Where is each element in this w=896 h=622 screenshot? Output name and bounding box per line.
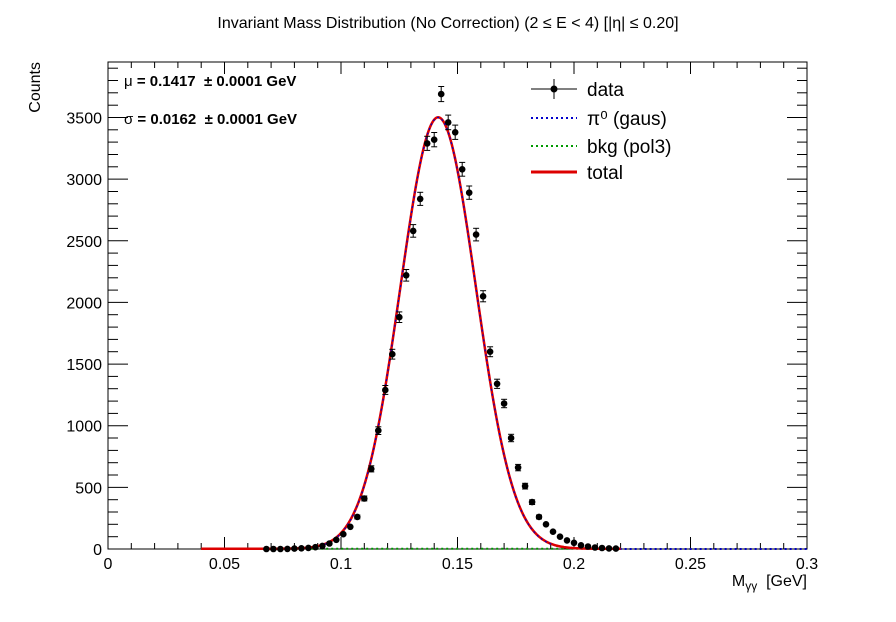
data-point <box>514 464 522 471</box>
data-point <box>500 400 508 407</box>
data-point <box>396 313 403 321</box>
data-point <box>521 482 529 490</box>
x-tick-label: 0.1 <box>330 556 352 573</box>
legend-label-bkg: bkg (pol3) <box>587 137 672 158</box>
data-point <box>340 530 347 538</box>
x-tick-label: 0.15 <box>442 556 473 573</box>
data-point <box>319 542 326 550</box>
y-axis-title: Counts <box>27 62 44 113</box>
data-points <box>263 86 620 553</box>
x-axis-title-main: M <box>732 573 745 590</box>
data-point <box>563 537 571 544</box>
data-point <box>284 545 291 553</box>
data-point <box>570 539 578 547</box>
data-point <box>277 545 284 553</box>
data-point <box>493 380 501 388</box>
data-point <box>584 543 592 550</box>
legend-label-data: data <box>587 80 624 101</box>
data-point <box>444 119 452 126</box>
fit-param-mu-text: = 0.1417 ± 0.0001 GeV <box>133 73 297 90</box>
data-point <box>528 498 536 506</box>
data-point <box>605 545 613 552</box>
data-point <box>437 90 445 98</box>
data-point <box>389 350 396 358</box>
x-tick-label: 0.05 <box>209 556 240 573</box>
data-point <box>291 545 298 552</box>
data-point <box>591 544 599 551</box>
fit-param-sigma-text: = 0.0162 ± 0.0001 GeV <box>133 111 297 128</box>
legend: data π⁰ (gaus) bkg (pol3) total <box>531 79 672 184</box>
data-point <box>402 272 410 279</box>
data-point <box>263 545 270 553</box>
fit-curves <box>201 115 807 550</box>
data-point <box>556 533 564 540</box>
data-point <box>577 542 585 549</box>
legend-label-total: total <box>587 163 623 184</box>
fit-param-sigma-symbol: σ <box>124 111 134 128</box>
data-point <box>354 513 361 521</box>
y-tick-label: 2000 <box>66 295 102 312</box>
x-axis-title-unit: [GeV] <box>757 573 807 590</box>
y-tick-label: 1500 <box>66 357 102 374</box>
fit-param-mu-symbol: μ <box>124 73 133 90</box>
x-tick-label: 0.3 <box>796 556 818 573</box>
data-point <box>409 227 417 235</box>
x-tick-label: 0 <box>104 556 113 573</box>
curve-gaus-overlay <box>324 116 552 545</box>
y-tick-labels: 0 500 1000 1500 2000 2500 3000 3500 <box>66 111 102 560</box>
data-point <box>458 166 466 173</box>
y-tick-label: 3000 <box>66 172 102 189</box>
x-tick-labels: 0 0.05 0.1 0.15 0.2 0.25 0.3 <box>104 556 819 573</box>
data-point <box>298 545 305 552</box>
data-point <box>305 544 312 552</box>
data-point <box>472 231 480 238</box>
x-tick-label: 0.25 <box>675 556 706 573</box>
y-tick-label: 1000 <box>66 419 102 436</box>
data-point <box>347 523 354 531</box>
y-tick-label: 3500 <box>66 111 102 128</box>
legend-data-marker <box>550 85 558 93</box>
y-tick-label: 0 <box>93 542 102 559</box>
axis-ticks <box>107 62 808 550</box>
y-tick-label: 2500 <box>66 234 102 251</box>
data-point <box>312 543 319 551</box>
data-point <box>361 495 368 502</box>
y-tick-label: 500 <box>75 480 102 497</box>
data-point <box>451 129 459 136</box>
fit-param-sigma: σ = 0.0162 ± 0.0001 GeV <box>124 111 297 128</box>
data-point <box>549 528 557 535</box>
data-point <box>382 386 389 394</box>
data-point <box>333 536 340 544</box>
curve-gaus <box>201 116 807 550</box>
data-point <box>542 521 550 528</box>
curve-total <box>201 115 621 550</box>
data-point <box>535 513 543 521</box>
data-point <box>430 136 438 143</box>
data-point <box>270 545 277 553</box>
x-axis-title: Mγγ [GeV] <box>732 573 807 593</box>
data-point <box>465 189 473 196</box>
data-point <box>368 465 375 473</box>
data-point <box>416 195 424 203</box>
fit-param-mu: μ = 0.1417 ± 0.0001 GeV <box>124 73 296 90</box>
chart-title: Invariant Mass Distribution (No Correcti… <box>217 15 678 32</box>
data-point <box>598 544 606 552</box>
legend-label-gaus: π⁰ (gaus) <box>587 109 667 130</box>
plot-frame <box>107 61 808 550</box>
data-point <box>479 293 487 300</box>
data-point <box>486 348 494 356</box>
data-point <box>423 140 431 147</box>
data-point <box>326 540 333 547</box>
x-axis-title-sub: γγ <box>745 579 757 593</box>
data-point <box>507 434 515 442</box>
x-tick-label: 0.2 <box>563 556 585 573</box>
data-point <box>612 545 620 552</box>
data-point <box>375 427 382 434</box>
